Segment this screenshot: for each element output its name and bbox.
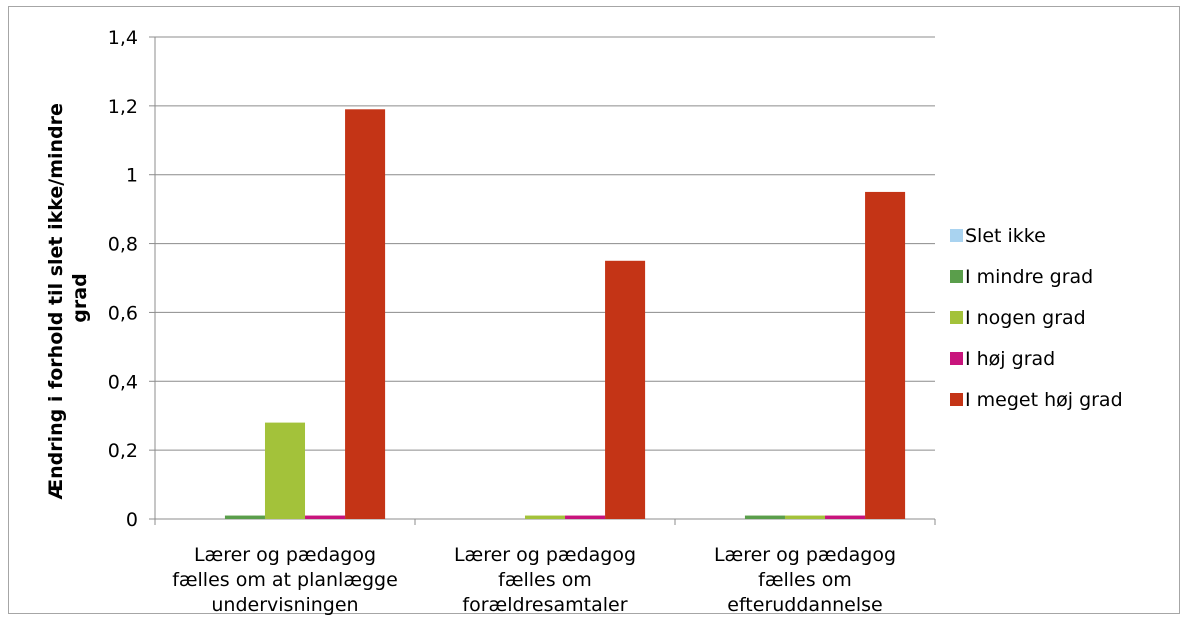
legend-label: I høj grad — [965, 348, 1055, 370]
legend-swatch — [950, 311, 963, 324]
bars — [224, 109, 906, 520]
legend: Slet ikke I mindre grad I nogen grad I høj … — [950, 225, 1123, 411]
gridlines — [155, 36, 935, 451]
y-axis-label-line-1: Ændring i forhold til slet ikke/mindre — [45, 103, 67, 499]
bar — [865, 191, 906, 519]
legend-label: I mindre grad — [965, 266, 1093, 288]
y-tick-label: 1,4 — [108, 27, 138, 49]
category-label: fælles om — [498, 569, 592, 591]
y-axis-label: Ændring i forhold til slet ikke/mindre g… — [45, 96, 91, 499]
y-tick-label: 1 — [126, 165, 138, 187]
y-tick-label: 0 — [126, 509, 138, 531]
bar — [305, 515, 346, 519]
bar — [605, 260, 646, 519]
y-tick-label: 0,2 — [108, 440, 138, 462]
bar — [264, 422, 306, 519]
category-label: Lærer og pædagog — [194, 544, 376, 566]
category-label: fælles om — [758, 569, 852, 591]
legend-label: I meget høj grad — [965, 389, 1123, 411]
y-tick-label: 1,2 — [108, 96, 138, 118]
category-label: undervisningen — [211, 594, 358, 616]
legend-swatch — [950, 229, 963, 242]
legend-label: I nogen grad — [965, 307, 1086, 329]
bar — [744, 515, 785, 519]
y-tick-label: 0,8 — [108, 234, 138, 256]
bar — [565, 515, 606, 519]
category-label: Lærer og pædagog — [454, 544, 636, 566]
chart-frame — [8, 6, 1180, 614]
bar — [784, 515, 826, 519]
category-label: efteruddannelse — [727, 594, 882, 616]
category-label: forældresamtaler — [462, 594, 627, 616]
y-axis-label-line-2: grad — [69, 273, 91, 322]
y-tick-label: 0,6 — [108, 302, 138, 324]
category-labels: Lærer og pædagog fælles om at planlægge un… — [172, 544, 896, 616]
bar — [825, 515, 866, 519]
bar — [345, 109, 386, 520]
category-label: Lærer og pædagog — [714, 544, 896, 566]
legend-swatch — [950, 352, 963, 365]
category-label: fælles om at planlægge — [172, 569, 398, 591]
legend-swatch — [950, 270, 963, 283]
legend-label: Slet ikke — [965, 225, 1046, 247]
bar — [224, 515, 265, 519]
bar — [524, 515, 566, 519]
y-tick-labels: 0 0,2 0,4 0,6 0,8 1 1,2 1,4 — [108, 27, 138, 531]
y-tick-label: 0,4 — [108, 371, 138, 393]
legend-swatch — [950, 393, 963, 406]
